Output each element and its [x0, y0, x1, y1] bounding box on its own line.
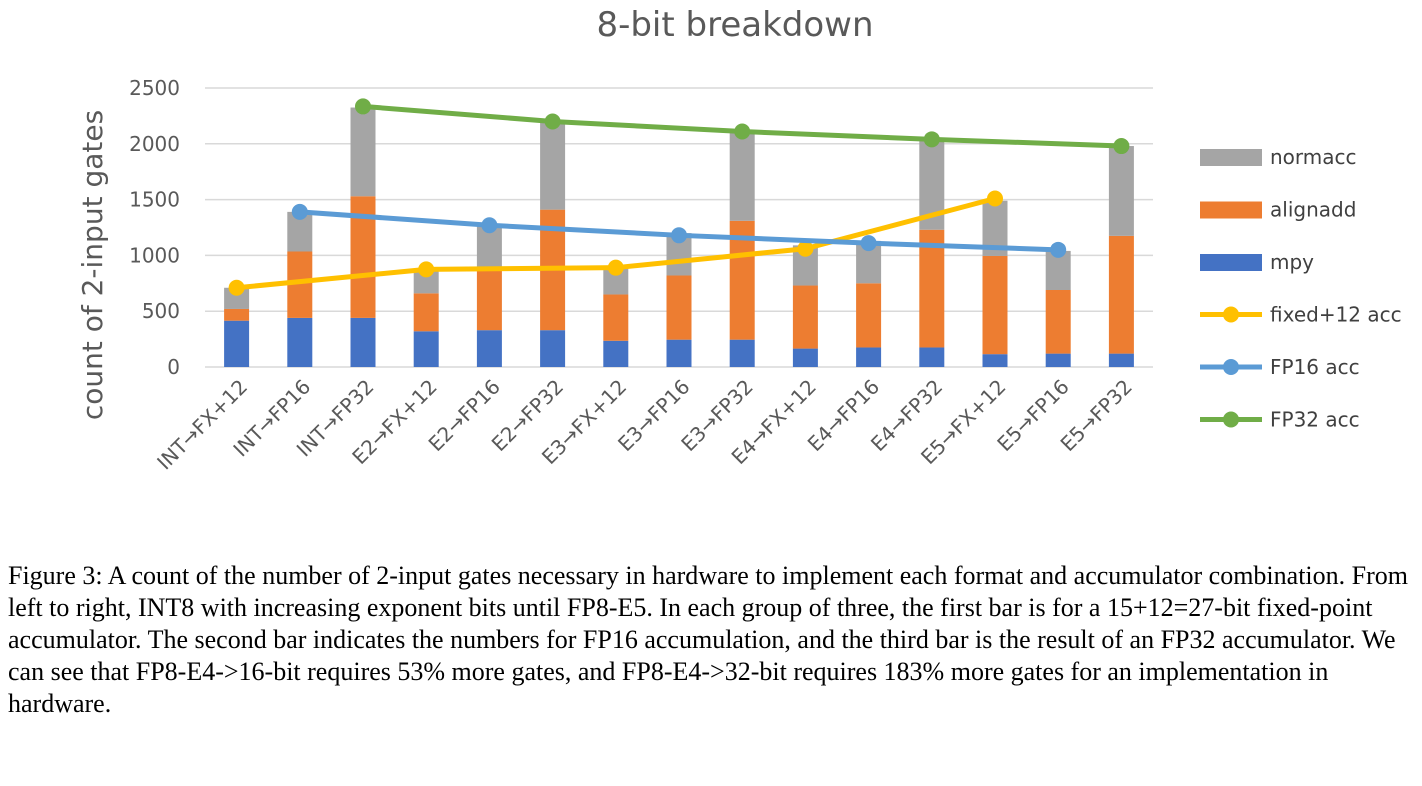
bar-segment-mpy — [350, 317, 376, 367]
y-tick-labels: 0 500 1000 1500 2000 2500 — [129, 76, 180, 379]
bar-segment-mpy — [982, 354, 1008, 367]
y-tick-label: 0 — [167, 355, 180, 379]
bar-segment-alignadd — [1045, 289, 1071, 354]
bar-segment-alignadd — [666, 275, 692, 340]
series-point — [797, 240, 814, 257]
series-point — [418, 261, 435, 278]
bar-segment-alignadd — [1108, 235, 1134, 354]
bar-segment-mpy — [224, 320, 250, 367]
bar-segment-normacc — [413, 269, 439, 294]
bar-segment-alignadd — [413, 293, 439, 332]
series-point — [671, 227, 687, 244]
series-point — [355, 98, 371, 115]
y-tick-label: 2500 — [129, 76, 180, 100]
bar-segment-alignadd — [792, 285, 818, 349]
bar-segment-mpy — [856, 347, 882, 367]
legend-label: FP16 acc — [1270, 355, 1360, 379]
series-point — [987, 190, 1003, 207]
series-point — [544, 113, 561, 130]
bar-segment-normacc — [350, 107, 376, 197]
series-point — [734, 123, 751, 140]
bar-segment-mpy — [540, 330, 566, 367]
bar-segment-mpy — [603, 340, 629, 367]
bar-segment-mpy — [1108, 353, 1134, 367]
bar-segment-mpy — [792, 348, 818, 367]
bar-segment-normacc — [1108, 146, 1134, 236]
bar-segment-alignadd — [982, 255, 1008, 355]
chart: 8-bit breakdown count of 2-input gates 0… — [76, 5, 1402, 475]
legend-swatch — [1200, 201, 1262, 219]
legend-swatch — [1200, 149, 1262, 166]
legend-label: mpy — [1270, 250, 1314, 274]
legend: normacc alignadd mpy fixed+12 acc FP16 acc FP… — [1200, 145, 1402, 432]
series-point — [228, 279, 245, 296]
series-point — [860, 235, 877, 252]
bar-segment-mpy — [287, 317, 313, 367]
x-tick-label: INT→FX+12 — [152, 375, 252, 475]
legend-label: fixed+12 acc — [1270, 303, 1402, 327]
y-axis-label: count of 2-input gates — [76, 110, 109, 420]
legend-marker — [1223, 306, 1239, 323]
legend-label: normacc — [1270, 145, 1357, 169]
legend-marker — [1223, 359, 1239, 375]
bar-segment-alignadd — [603, 294, 629, 341]
figure-caption: Figure 3: A count of the number of 2-inp… — [8, 561, 1408, 718]
series-point — [1050, 241, 1067, 258]
series-point — [607, 259, 624, 276]
bar-segment-mpy — [729, 339, 755, 367]
bar-segment-alignadd — [856, 283, 882, 348]
legend-label: alignadd — [1270, 198, 1356, 222]
bar-segment-alignadd — [224, 308, 250, 321]
y-tick-label: 500 — [142, 299, 180, 323]
bar-segment-mpy — [666, 339, 692, 367]
bar-segment-mpy — [476, 330, 502, 367]
legend-swatch — [1200, 254, 1262, 271]
y-tick-label: 1500 — [129, 188, 180, 212]
series-point — [291, 203, 308, 220]
series-point — [1113, 138, 1130, 155]
x-tick-labels: INT→FX+12INT→FP16INT→FP32E2→FX+12E2→FP16… — [152, 375, 1137, 475]
series-point — [923, 131, 940, 148]
bar-segment-mpy — [413, 331, 439, 367]
series-point — [481, 217, 498, 234]
legend-marker — [1223, 411, 1239, 428]
bar-segment-mpy — [919, 347, 945, 367]
y-tick-label: 2000 — [129, 132, 180, 156]
bar-segment-alignadd — [919, 229, 945, 348]
bar-segment-mpy — [1045, 353, 1071, 367]
y-tick-label: 1000 — [129, 243, 180, 267]
bar-segment-normacc — [540, 121, 566, 210]
bar-segment-alignadd — [476, 266, 502, 331]
legend-label: FP32 acc — [1270, 408, 1360, 432]
bar-segment-normacc — [729, 131, 755, 221]
accumulator-lines — [228, 98, 1130, 296]
bar-segment-normacc — [224, 287, 250, 309]
chart-title: 8-bit breakdown — [596, 5, 873, 45]
stacked-bars — [224, 107, 1134, 367]
